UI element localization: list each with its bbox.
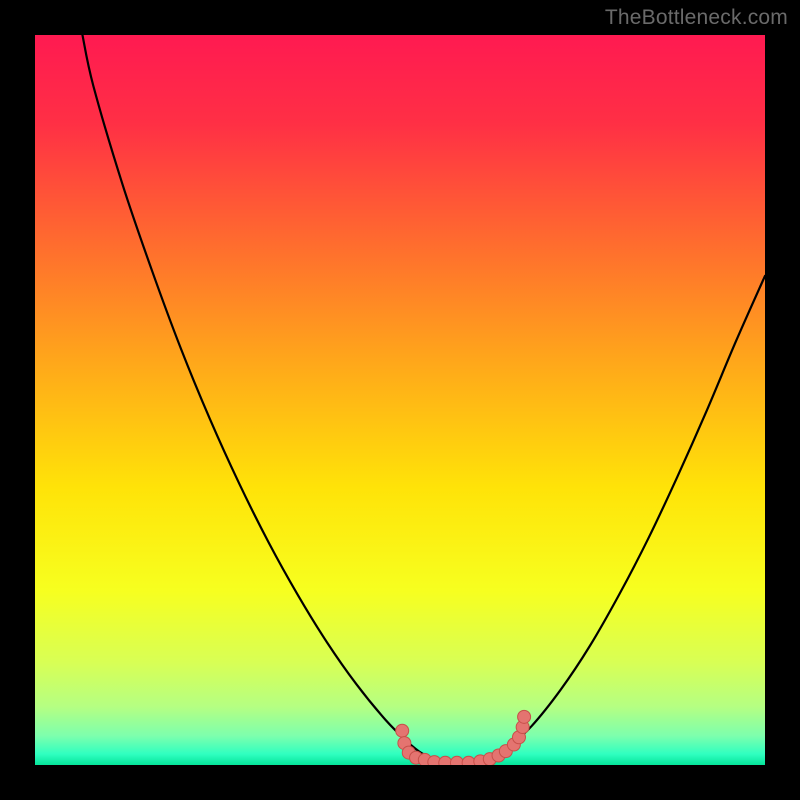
- cluster-point: [439, 756, 452, 765]
- bottleneck-curve-chart: [35, 35, 765, 765]
- chart-area: [35, 35, 765, 765]
- cluster-point: [450, 756, 463, 765]
- chart-background: [35, 35, 765, 765]
- cluster-point: [518, 710, 531, 723]
- cluster-point: [396, 724, 409, 737]
- cluster-point: [462, 756, 475, 765]
- watermark-text: TheBottleneck.com: [605, 6, 788, 30]
